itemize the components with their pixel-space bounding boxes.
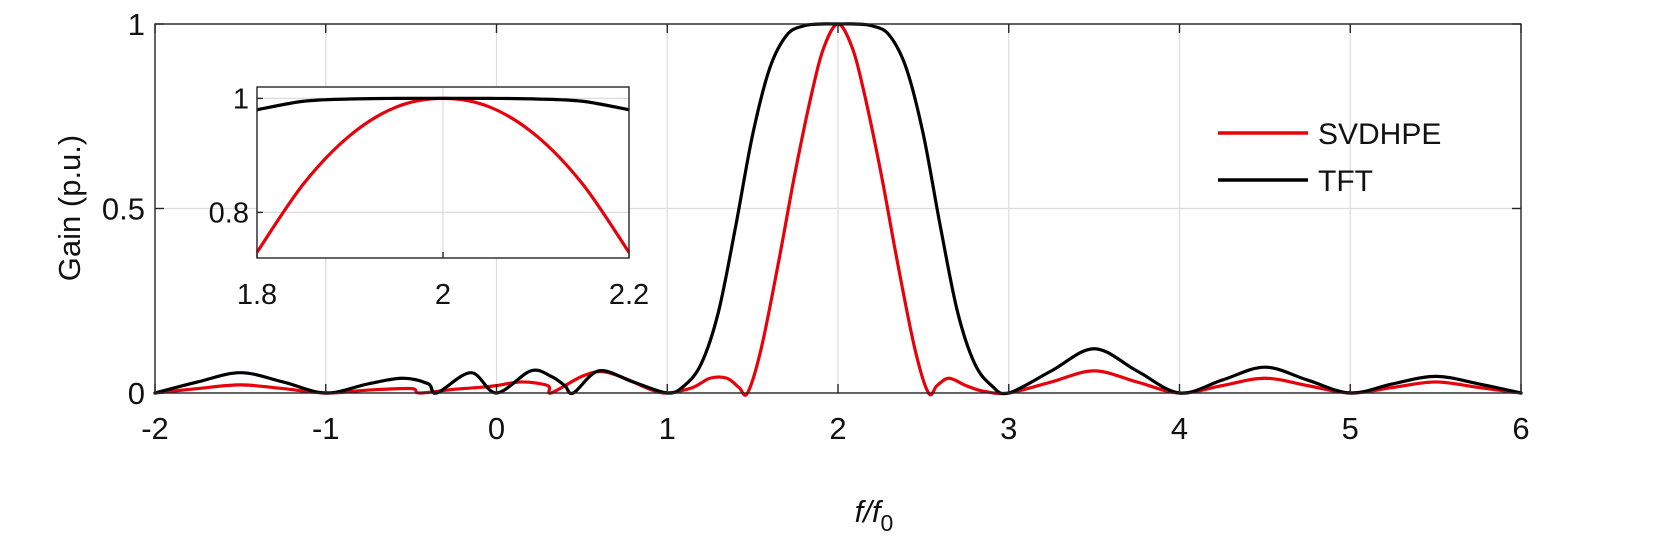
x-axis-label-main: f/f <box>855 494 884 529</box>
x-axis-label-subscript: 0 <box>881 510 894 536</box>
series-line-tft <box>153 22 1523 396</box>
x-tick-label: 4 <box>1171 411 1188 446</box>
x-tick-label: -2 <box>141 411 169 446</box>
y-tick-label: 0 <box>128 376 145 411</box>
series-line-svdhpe <box>153 22 1523 397</box>
x-tick-label: 3 <box>1000 411 1017 446</box>
legend: SVDHPE TFT <box>1218 118 1441 198</box>
inset-plot: 1.8 2 2.2 0.8 1 <box>209 83 649 311</box>
y-axis-label: Gain (p.u.) <box>52 135 87 281</box>
inset-y-tick-label: 0.8 <box>209 197 249 229</box>
inset-x-tick-label: 2.2 <box>609 279 649 311</box>
inset-series-line-tft <box>256 96 630 112</box>
x-tick-label: 5 <box>1342 411 1359 446</box>
x-tick-label: 1 <box>659 411 676 446</box>
x-tick-label: -1 <box>312 411 340 446</box>
y-tick-label: 0.5 <box>102 192 145 227</box>
legend-label-tft: TFT <box>1318 165 1373 198</box>
y-tick-label: 1 <box>128 7 145 42</box>
x-tick-label: 2 <box>829 411 846 446</box>
inset-x-tick-label: 2 <box>435 279 451 311</box>
legend-label-svdhpe: SVDHPE <box>1318 118 1441 151</box>
inset-x-tick-label: 1.8 <box>237 279 277 311</box>
x-axis-label: f/f0 <box>855 494 894 536</box>
x-tick-label: 6 <box>1512 411 1529 446</box>
x-tick-label: 0 <box>488 411 505 446</box>
inset-y-tick-label: 1 <box>233 83 249 115</box>
